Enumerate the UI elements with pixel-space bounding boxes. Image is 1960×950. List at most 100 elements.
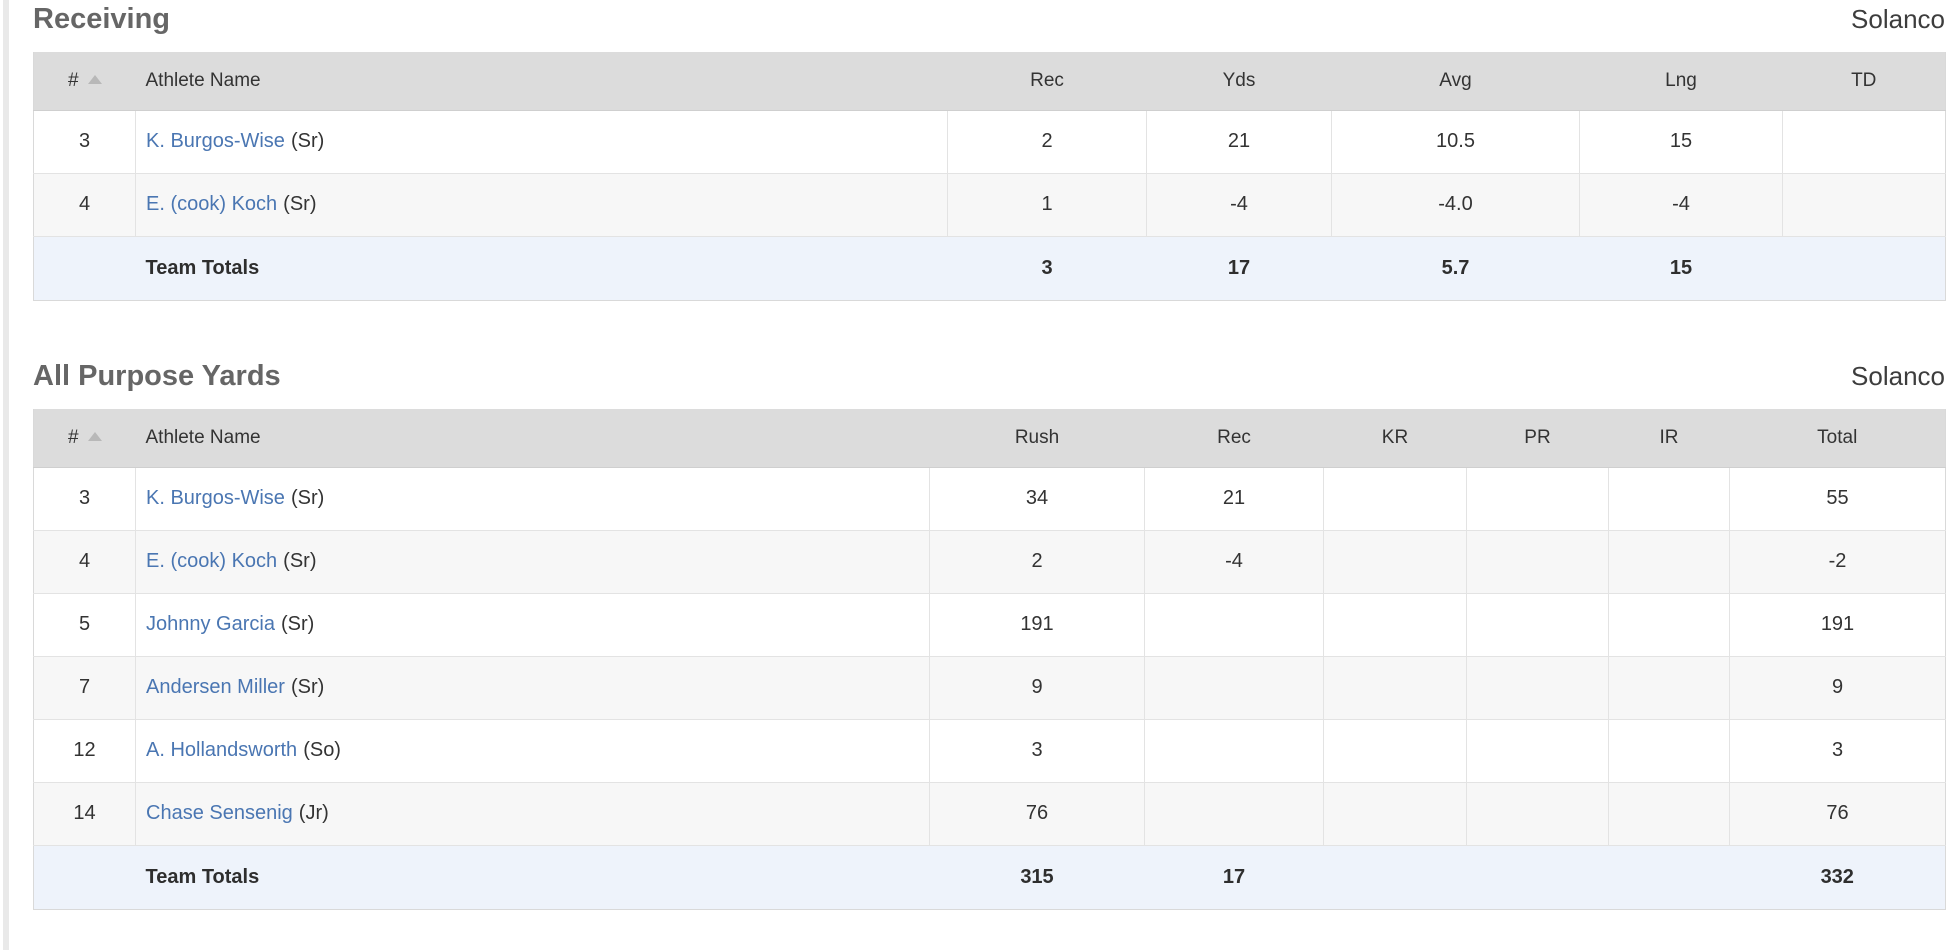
total-cell-yds: 17: [1146, 235, 1332, 301]
column-header-athlete-name[interactable]: Athlete Name: [135, 408, 930, 468]
athlete-link[interactable]: K. Burgos-Wise: [146, 487, 285, 510]
stat-cell-total: 3: [1729, 718, 1946, 783]
athlete-link[interactable]: Johnny Garcia: [146, 613, 275, 636]
stat-cell-pr: [1466, 467, 1609, 531]
stat-cell-rush: 2: [929, 529, 1145, 594]
total-cell-kr: [1323, 844, 1467, 910]
stat-cell-kr: [1323, 467, 1467, 531]
column-label: Athlete Name: [145, 426, 261, 448]
total-cell-lng: 15: [1579, 235, 1783, 301]
athlete-name-cell: A. Hollandsworth (So): [135, 718, 930, 783]
total-cell-pr: [1466, 844, 1609, 910]
stat-cell-ir: [1608, 529, 1730, 594]
column-header-kr[interactable]: KR: [1323, 408, 1467, 468]
totals-empty-cell: [33, 844, 136, 910]
column-label: IR: [1659, 426, 1679, 448]
column-label: Athlete Name: [145, 69, 261, 91]
column-header-rush[interactable]: Rush: [929, 408, 1145, 468]
all-purpose-yards-table: # Athlete Name Rush Rec KR PR IR Total 3 K. Burgo…: [33, 408, 1946, 910]
column-header-rec[interactable]: Rec: [947, 51, 1147, 111]
column-header-td[interactable]: TD: [1782, 51, 1946, 111]
column-header-athlete-name[interactable]: Athlete Name: [135, 51, 948, 111]
stat-cell-kr: [1323, 655, 1467, 720]
athlete-row: 5 Johnny Garcia (Sr) 191 191: [33, 592, 1946, 657]
athlete-link[interactable]: K. Burgos-Wise: [146, 130, 285, 153]
stat-cell-ir: [1608, 718, 1730, 783]
stat-cell-rec: [1144, 592, 1324, 657]
class-year: (Jr): [298, 802, 329, 825]
column-header-yds[interactable]: Yds: [1146, 51, 1332, 111]
athlete-name-cell: K. Burgos-Wise (Sr): [135, 467, 930, 531]
athlete-row: 4 E. (cook) Koch (Sr) 2 -4 -2: [33, 529, 1946, 594]
stat-cell-pr: [1466, 781, 1609, 846]
totals-empty-cell: [33, 235, 136, 301]
column-header-num[interactable]: #: [33, 51, 136, 111]
column-header-rec[interactable]: Rec: [1144, 408, 1324, 468]
stats-page: Receiving Solanco # Athlete Name Rec Yds Avg…: [33, 2, 1946, 910]
stat-cell-rec: [1144, 655, 1324, 720]
athlete-row: 3 K. Burgos-Wise (Sr) 34 21 55: [33, 467, 1946, 531]
stat-cell-avg: 10.5: [1331, 110, 1580, 174]
class-year: (Sr): [283, 550, 317, 573]
section-header: Receiving Solanco: [33, 2, 1945, 37]
total-cell-avg: 5.7: [1331, 235, 1580, 301]
totals-row: Team Totals 3 17 5.7 15: [33, 235, 1946, 301]
column-label: Rec: [1030, 69, 1064, 91]
stat-cell-rec: 1: [947, 172, 1147, 237]
column-label: Yds: [1222, 69, 1256, 91]
stat-cell-total: 76: [1729, 781, 1946, 846]
stat-cell-td: [1782, 110, 1946, 174]
sort-ascending-icon: [87, 431, 102, 441]
class-year: (Sr): [290, 130, 325, 153]
athlete-row: 12 A. Hollandsworth (So) 3 3: [33, 718, 1946, 783]
stat-cell-rush: 3: [929, 718, 1145, 783]
athlete-number-cell: 3: [33, 110, 136, 174]
athlete-number-cell: 4: [33, 529, 136, 594]
column-header-ir[interactable]: IR: [1608, 408, 1730, 468]
stat-cell-pr: [1466, 718, 1609, 783]
athlete-link[interactable]: A. Hollandsworth: [146, 739, 298, 762]
total-cell-total: 332: [1729, 844, 1946, 910]
totals-label: Team Totals: [135, 235, 948, 301]
class-year: (Sr): [290, 676, 325, 699]
stat-cell-yds: 21: [1146, 110, 1332, 174]
athlete-number-cell: 14: [33, 781, 136, 846]
column-label: Total: [1817, 426, 1858, 448]
column-header-num[interactable]: #: [33, 408, 136, 468]
column-label: KR: [1381, 426, 1409, 448]
class-year: (Sr): [280, 613, 315, 636]
athlete-name-cell: Johnny Garcia (Sr): [135, 592, 930, 657]
column-header-lng[interactable]: Lng: [1579, 51, 1783, 111]
stat-cell-rec: 2: [947, 110, 1147, 174]
total-cell-ir: [1608, 844, 1730, 910]
totals-row: Team Totals 315 17 332: [33, 844, 1946, 910]
stat-cell-rec: [1144, 781, 1324, 846]
athlete-number-cell: 12: [33, 718, 136, 783]
totals-label: Team Totals: [135, 844, 930, 910]
stat-cell-ir: [1608, 467, 1730, 531]
athlete-name-cell: E. (cook) Koch (Sr): [135, 529, 930, 594]
column-label: Rec: [1217, 426, 1251, 448]
receiving-section: Receiving Solanco # Athlete Name Rec Yds Avg…: [33, 2, 1946, 301]
column-header-total[interactable]: Total: [1729, 408, 1946, 468]
athlete-row: 4 E. (cook) Koch (Sr) 1 -4 -4.0 -4: [33, 172, 1946, 237]
column-label: Avg: [1439, 69, 1472, 91]
section-title: All Purpose Yards: [33, 359, 281, 392]
column-label: #: [67, 69, 79, 91]
class-year: (So): [303, 739, 341, 762]
athlete-link[interactable]: E. (cook) Koch: [146, 193, 278, 216]
athlete-row: 14 Chase Sensenig (Jr) 76 76: [33, 781, 1946, 846]
team-name: Solanco: [1851, 360, 1945, 391]
athlete-link[interactable]: Chase Sensenig: [146, 802, 293, 825]
stat-cell-td: [1782, 172, 1946, 237]
athlete-name-cell: Andersen Miller (Sr): [135, 655, 930, 720]
all-purpose-yards-section: All Purpose Yards Solanco # Athlete Name R…: [33, 359, 1946, 910]
total-cell-rush: 315: [929, 844, 1145, 910]
column-header-avg[interactable]: Avg: [1331, 51, 1580, 111]
column-header-pr[interactable]: PR: [1466, 408, 1609, 468]
sort-ascending-icon: [87, 74, 102, 84]
stat-cell-kr: [1323, 781, 1467, 846]
column-label: Lng: [1665, 69, 1697, 91]
athlete-link[interactable]: E. (cook) Koch: [146, 550, 278, 573]
athlete-link[interactable]: Andersen Miller: [146, 676, 285, 699]
